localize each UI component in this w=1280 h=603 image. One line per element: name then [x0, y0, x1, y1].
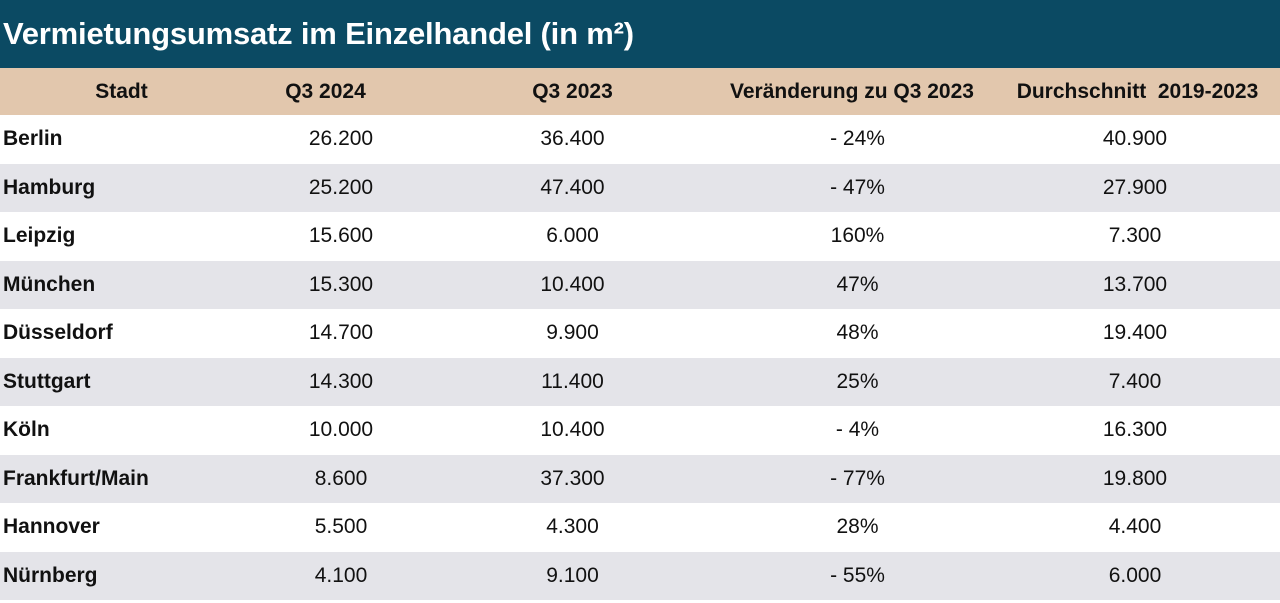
cell-stadt: Frankfurt/Main [3, 466, 149, 490]
cell-change: 47% [836, 272, 879, 296]
header-veraenderung: Veränderung zu Q3 2023 [730, 79, 974, 103]
cell-q3-2024: 5.500 [314, 515, 368, 539]
cell-stadt: Düsseldorf [3, 321, 113, 345]
cell-avg: 13.700 [1102, 272, 1168, 296]
cell-change: - 4% [835, 418, 880, 442]
table-header-row: Stadt Q3 2024 Q3 2023 Veränderung zu Q3 … [0, 68, 1280, 115]
cell-change: 48% [836, 321, 879, 345]
cell-q3-2024: 14.300 [308, 369, 374, 393]
cell-change: - 55% [830, 563, 885, 587]
cell-stadt: München [3, 272, 96, 296]
cell-stadt: Stuttgart [3, 369, 91, 393]
cell-change: - 47% [830, 175, 885, 199]
cell-q3-2024: 8.600 [314, 466, 368, 490]
cell-q3-2023: 9.900 [546, 321, 599, 345]
cell-change: 25% [836, 369, 879, 393]
table-row: Stuttgart 14.300 11.400 25% 7.400 [0, 357, 1280, 406]
cell-avg: 6.000 [1108, 563, 1162, 587]
cell-stadt: Berlin [3, 127, 63, 151]
cell-stadt: Köln [3, 418, 50, 442]
table-row: Berlin 26.200 36.400 - 24% 40.900 [0, 115, 1280, 164]
table-row: Hannover 5.500 4.300 28% 4.400 [0, 503, 1280, 552]
cell-avg: 7.400 [1108, 369, 1162, 393]
cell-q3-2024: 15.600 [308, 224, 374, 248]
table-row: Frankfurt/Main 8.600 37.300 - 77% 19.800 [0, 454, 1280, 503]
header-durchschnitt: Durchschnitt 2019-2023 [1016, 79, 1259, 103]
header-q3-2023: Q3 2023 [532, 79, 613, 103]
cell-avg: 27.900 [1102, 175, 1168, 199]
cell-q3-2023: 36.400 [540, 127, 605, 151]
cell-q3-2023: 11.400 [541, 369, 604, 393]
cell-stadt: Hamburg [3, 175, 96, 199]
header-q3-2024: Q3 2024 [285, 79, 366, 103]
cell-avg: 4.400 [1108, 515, 1162, 539]
cell-change: 160% [830, 224, 885, 248]
cell-avg: 19.400 [1102, 321, 1168, 345]
cell-q3-2023: 10.400 [540, 272, 605, 296]
cell-stadt: Hannover [3, 515, 100, 539]
cell-q3-2024: 14.700 [308, 321, 374, 345]
cell-avg: 16.300 [1102, 418, 1168, 442]
table-row: Nürnberg 4.100 9.100 - 55% 6.000 [0, 551, 1280, 600]
cell-change: - 77% [830, 466, 885, 490]
table-title: Vermietungsumsatz im Einzelhandel (in m²… [3, 16, 634, 51]
cell-q3-2023: 4.300 [546, 515, 599, 539]
cell-q3-2024: 25.200 [308, 175, 374, 199]
cell-avg: 7.300 [1108, 224, 1162, 248]
cell-q3-2024: 15.300 [308, 272, 374, 296]
title-bar: Vermietungsumsatz im Einzelhandel (in m²… [0, 0, 1280, 68]
table-row: Köln 10.000 10.400 - 4% 16.300 [0, 406, 1280, 455]
cell-q3-2023: 6.000 [546, 224, 599, 248]
table-body: Berlin 26.200 36.400 - 24% 40.900 Hambur… [0, 115, 1280, 600]
cell-stadt: Leipzig [3, 224, 76, 248]
header-stadt: Stadt [95, 79, 148, 103]
table-row: München 15.300 10.400 47% 13.700 [0, 260, 1280, 309]
cell-q3-2024: 10.000 [308, 418, 374, 442]
cell-avg: 19.800 [1102, 466, 1168, 490]
table-row: Hamburg 25.200 47.400 - 47% 27.900 [0, 163, 1280, 212]
cell-q3-2023: 47.400 [540, 175, 605, 199]
cell-q3-2024: 26.200 [308, 127, 374, 151]
table-row: Leipzig 15.600 6.000 160% 7.300 [0, 212, 1280, 261]
cell-avg: 40.900 [1102, 127, 1168, 151]
table-row: Düsseldorf 14.700 9.900 48% 19.400 [0, 309, 1280, 358]
cell-q3-2023: 9.100 [546, 563, 599, 587]
cell-q3-2024: 4.100 [314, 563, 368, 587]
cell-q3-2023: 37.300 [540, 466, 605, 490]
cell-change: 28% [836, 515, 879, 539]
cell-q3-2023: 10.400 [540, 418, 605, 442]
cell-stadt: Nürnberg [3, 563, 98, 587]
cell-change: - 24% [830, 127, 885, 151]
